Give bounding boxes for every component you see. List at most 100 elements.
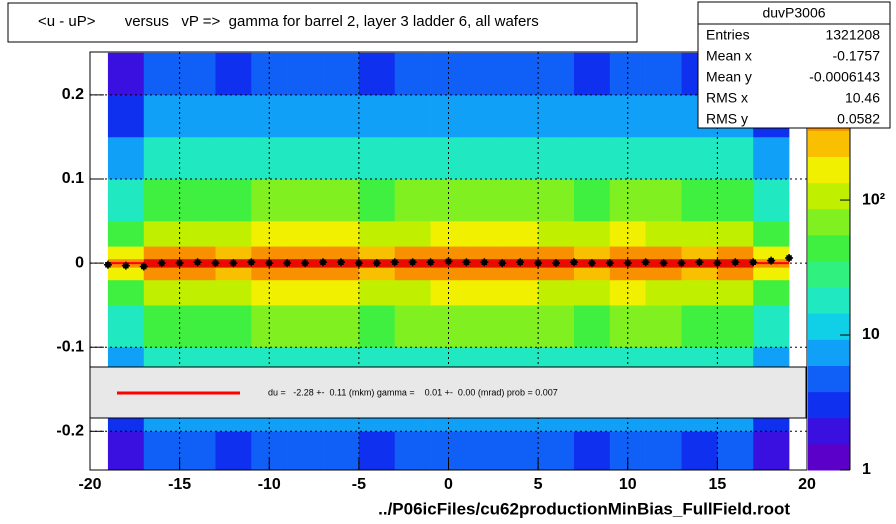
profile-point (569, 258, 578, 267)
stats-label: Mean y (706, 69, 752, 85)
heatmap-cell (179, 279, 216, 306)
heatmap-cell (107, 136, 145, 180)
x-tick-label: -15 (168, 476, 191, 493)
heatmap-cell (538, 178, 575, 222)
heatmap-cell (502, 221, 539, 247)
heatmap-cell (502, 136, 539, 180)
title-box (7, 2, 638, 43)
heatmap-cell (215, 267, 252, 281)
profile-point (534, 259, 543, 268)
heatmap-cell (323, 305, 360, 348)
heatmap-cell (430, 178, 467, 222)
heatmap-cell (573, 267, 611, 281)
heatmap-cell (107, 279, 145, 306)
heatmap-cell (681, 246, 718, 260)
heatmap-cell (573, 279, 611, 306)
heatmap-cell (609, 305, 646, 348)
heatmap-cell (681, 178, 718, 222)
stats-value: 1321208 (825, 27, 880, 43)
heatmap-cell (645, 246, 682, 260)
heatmap-cell (645, 279, 682, 306)
heatmap-cell (287, 279, 324, 306)
stats-label: RMS x (706, 90, 748, 106)
heatmap-cell (143, 136, 180, 180)
heatmap-cell (466, 305, 503, 348)
heatmap-cell (323, 279, 360, 306)
profile-point (157, 259, 166, 268)
heatmap-cell (107, 178, 145, 222)
heatmap-cell (107, 52, 145, 96)
heatmap-cell (179, 136, 216, 180)
heatmap-cell (179, 267, 216, 281)
profile-point (301, 259, 310, 268)
heatmap-cell (215, 178, 252, 222)
heatmap-cell (251, 305, 288, 348)
heatmap-cell (753, 178, 790, 222)
profile-point (731, 258, 740, 267)
x-tick-label: 15 (708, 476, 726, 493)
heatmap-cell (538, 279, 575, 306)
profile-point (785, 254, 794, 263)
heatmap-cell (358, 246, 396, 260)
x-tick-label: 10 (619, 476, 637, 493)
stats-label: Mean x (706, 48, 752, 64)
heatmap-cell (179, 305, 216, 348)
heatmap-cell (251, 178, 288, 222)
heatmap-cell (681, 305, 718, 348)
heatmap-cell (753, 279, 790, 306)
heatmap-cell (143, 178, 180, 222)
heatmap-cell (573, 431, 611, 470)
heatmap-cell (358, 305, 396, 348)
heatmap-cell (215, 52, 252, 96)
heatmap-cell (251, 94, 288, 138)
heatmap-cell (502, 267, 539, 281)
heatmap-cell (394, 136, 431, 180)
heatmap-cell (143, 305, 180, 348)
profile-point (749, 258, 758, 267)
heatmap-cell (538, 305, 575, 348)
heatmap-cell (143, 94, 180, 138)
heatmap-cell (215, 136, 252, 180)
profile-point (444, 257, 453, 266)
color-bar-band (808, 443, 850, 471)
heatmap-cell (143, 52, 180, 96)
heatmap-cell (323, 136, 360, 180)
heatmap-cell (645, 305, 682, 348)
profile-point (103, 260, 112, 269)
heatmap-cell (394, 305, 431, 348)
stats-label: Entries (706, 27, 750, 43)
heatmap-cell (466, 267, 503, 281)
heatmap-cell (466, 431, 503, 470)
heatmap-cell (287, 94, 324, 138)
heatmap-cell (107, 431, 145, 470)
heatmap-cell (323, 221, 360, 247)
color-bar-band (808, 391, 850, 419)
heatmap-cell (717, 279, 754, 306)
heatmap-cell (502, 431, 539, 470)
heatmap-cell (430, 305, 467, 348)
profile-point (552, 259, 561, 268)
color-bar-band (808, 287, 850, 314)
heatmap-cell (358, 431, 396, 470)
heatmap-cell (143, 221, 180, 247)
heatmap-cell (358, 221, 396, 247)
stats-value: 0.0582 (837, 111, 880, 127)
heatmap-cell (287, 431, 324, 470)
heatmap-cell (573, 221, 611, 247)
heatmap-cell (681, 279, 718, 306)
heatmap-cell (394, 431, 431, 470)
heatmap-cell (538, 267, 575, 281)
heatmap-cell (287, 178, 324, 222)
profile-point (121, 261, 130, 270)
profile-point (480, 258, 489, 267)
profile-point (408, 258, 417, 267)
heatmap-cell (215, 431, 252, 470)
heatmap-cell (502, 94, 539, 138)
overlay: du = -2.28 +- 0.11 (mkm) gamma = 0.01 +-… (89, 51, 808, 471)
heatmap-cell (179, 52, 216, 96)
heatmap-cell (358, 178, 396, 222)
heatmap-cell (502, 178, 539, 222)
stats-value: -0.1757 (833, 48, 881, 64)
heatmap-cell (645, 178, 682, 222)
